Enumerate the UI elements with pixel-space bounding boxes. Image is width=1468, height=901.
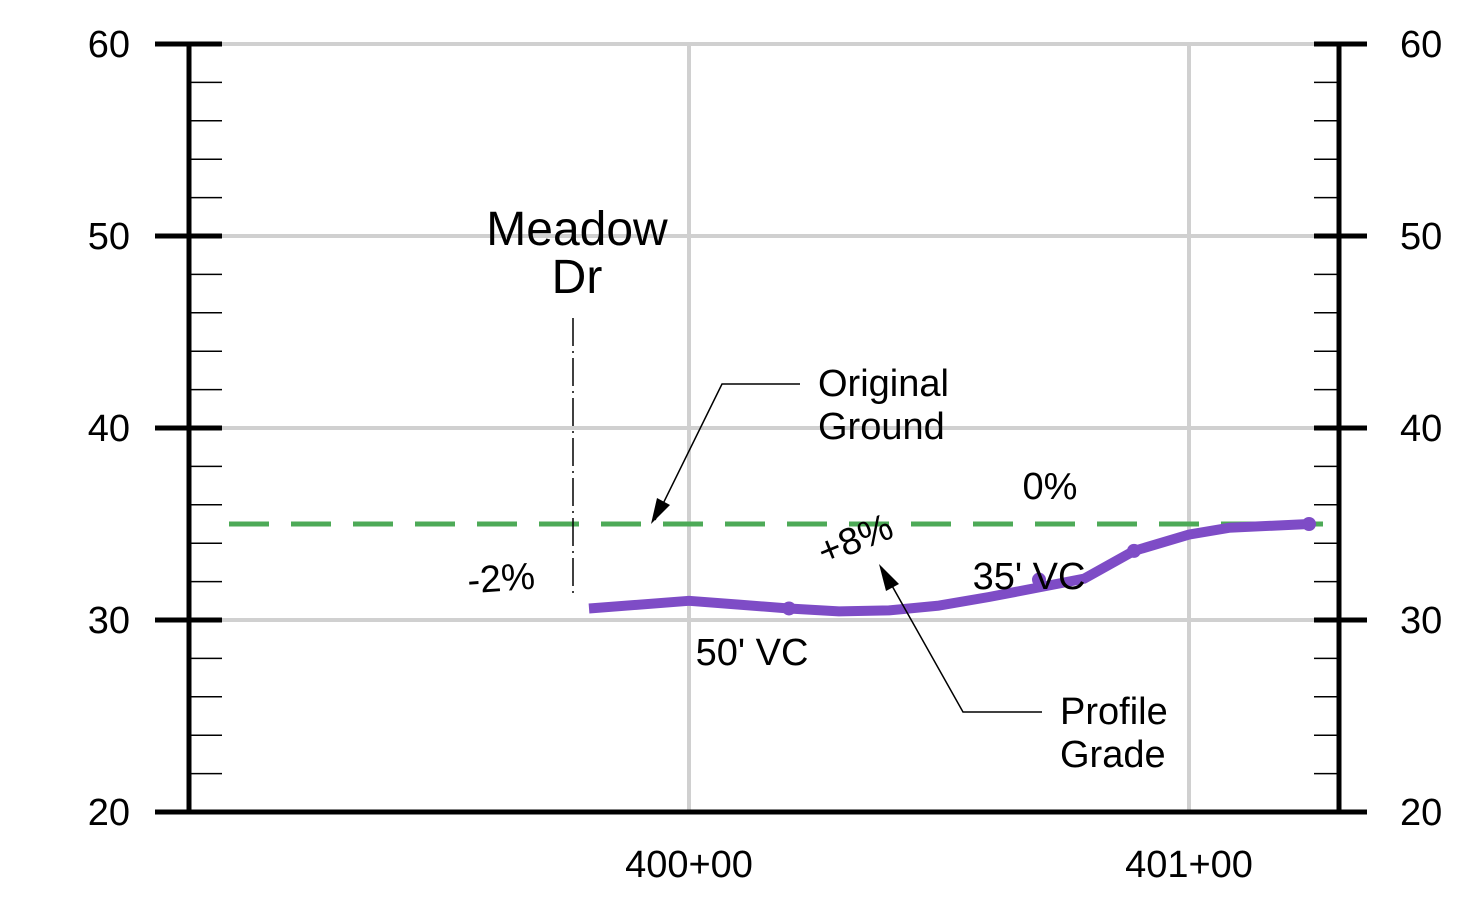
y-tick-label-right: 50	[1400, 216, 1442, 258]
y-tick-label-left: 30	[88, 600, 130, 642]
x-tick-label: 400+00	[625, 844, 753, 886]
y-tick-label-left: 40	[88, 408, 130, 450]
y-tick-label-right: 20	[1400, 792, 1442, 834]
axes	[155, 41, 1367, 815]
ground-label-line2: Ground	[818, 406, 945, 448]
ground-leader-line	[654, 383, 800, 521]
tick-labels: 20 20 30 30 40 40 50 50 60 60 400+00 401+00	[88, 24, 1443, 886]
annotations: Meadow Dr -2% +8% 0% 50' VC 35' VC Origi…	[466, 203, 1168, 776]
vc-label-right: 35' VC	[973, 556, 1086, 598]
profile-leader-arrow	[879, 564, 899, 591]
profile-label-line1: Profile	[1060, 691, 1168, 733]
y-tick-label-right: 60	[1400, 24, 1442, 66]
ground-label-line1: Original	[818, 363, 949, 405]
grade-label-mid: +8%	[812, 506, 899, 574]
series-profile-grade	[588, 519, 1310, 617]
profile-point	[1032, 572, 1046, 587]
grade-label-left: -2%	[466, 556, 536, 603]
profile-point	[1302, 517, 1316, 531]
grade-label-right: 0%	[1023, 466, 1078, 508]
y-tick-label-left: 50	[88, 216, 130, 258]
grid-lines	[189, 42, 1339, 814]
profile-leader-line	[881, 567, 1042, 713]
profile-label-line2: Grade	[1060, 734, 1166, 776]
y-tick-label-left: 20	[88, 792, 130, 834]
y-tick-label-right: 40	[1400, 408, 1442, 450]
profile-point	[1127, 543, 1141, 558]
y-tick-label-left: 60	[88, 24, 130, 66]
vc-label-left: 50' VC	[696, 632, 809, 674]
profile-point	[782, 601, 796, 616]
ground-leader-arrow	[651, 498, 670, 524]
x-tick-label: 401+00	[1125, 844, 1253, 886]
street-label-line2: Dr	[552, 251, 603, 304]
street-label-line1: Meadow	[486, 203, 668, 256]
series-layer	[229, 517, 1329, 617]
y-tick-label-right: 30	[1400, 600, 1442, 642]
